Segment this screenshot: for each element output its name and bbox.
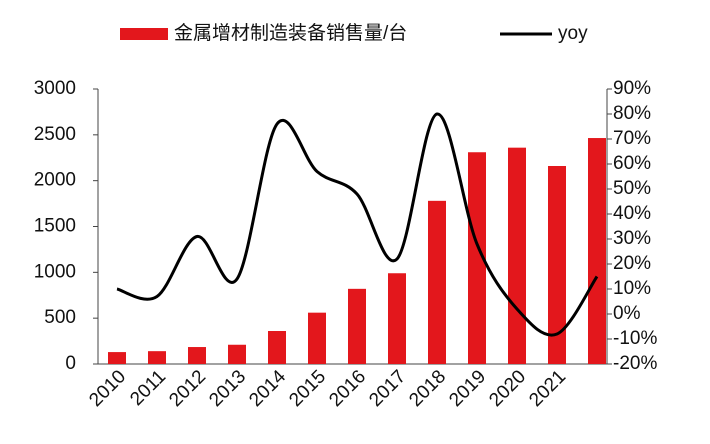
legend-swatch [120, 28, 168, 40]
y2-tick-label: 20% [613, 253, 651, 274]
x-tick-label: 2018 [405, 366, 450, 411]
y-tick-label: 1500 [34, 216, 76, 237]
y2-tick-label: -10% [613, 328, 657, 349]
y-tick-label: 2000 [34, 170, 76, 191]
bar [348, 288, 366, 364]
y2-tick-label: 50% [613, 178, 651, 199]
bar [588, 138, 606, 364]
bar [548, 166, 566, 364]
y2-tick-label: 0% [613, 303, 641, 324]
x-tick-label: 2019 [445, 366, 490, 411]
x-tick-label: 2013 [205, 366, 250, 411]
legend-label: yoy [558, 23, 588, 44]
y-tick-label: 0 [65, 353, 76, 374]
bar [428, 200, 446, 364]
bar [268, 331, 286, 364]
y2-tick-label: -20% [613, 353, 657, 374]
y-tick-label: 3000 [34, 78, 76, 99]
y-tick-label: 500 [44, 307, 76, 328]
y-tick-label: 2500 [34, 124, 76, 145]
x-tick-label: 2017 [365, 366, 410, 411]
x-tick-label: 2020 [485, 366, 530, 411]
bar [308, 312, 326, 364]
x-tick-label: 2011 [126, 366, 170, 410]
y2-tick-label: 90% [613, 78, 651, 99]
bar [228, 344, 246, 364]
bar [468, 152, 486, 364]
y2-tick-label: 40% [613, 203, 651, 224]
bar [108, 352, 126, 364]
y2-tick-label: 30% [613, 228, 651, 249]
x-tick-label: 2012 [165, 366, 210, 411]
y2-tick-label: 70% [613, 128, 651, 149]
bar [508, 147, 526, 364]
x-tick-label: 2016 [325, 366, 370, 411]
y2-tick-label: 60% [613, 153, 651, 174]
x-tick-label: 2015 [285, 366, 330, 411]
x-tick-label: 2010 [85, 366, 130, 411]
y-tick-label: 1000 [34, 261, 76, 282]
y2-tick-label: 80% [613, 103, 651, 124]
legend-label: 金属增材制造装备销售量/台 [174, 22, 407, 44]
line [116, 112, 599, 337]
x-tick-label: 2014 [245, 366, 290, 411]
y2-tick-label: 10% [613, 278, 651, 299]
bar [188, 347, 206, 364]
x-tick-label: 2021 [525, 366, 570, 411]
bar [148, 351, 166, 364]
bar [388, 273, 406, 364]
